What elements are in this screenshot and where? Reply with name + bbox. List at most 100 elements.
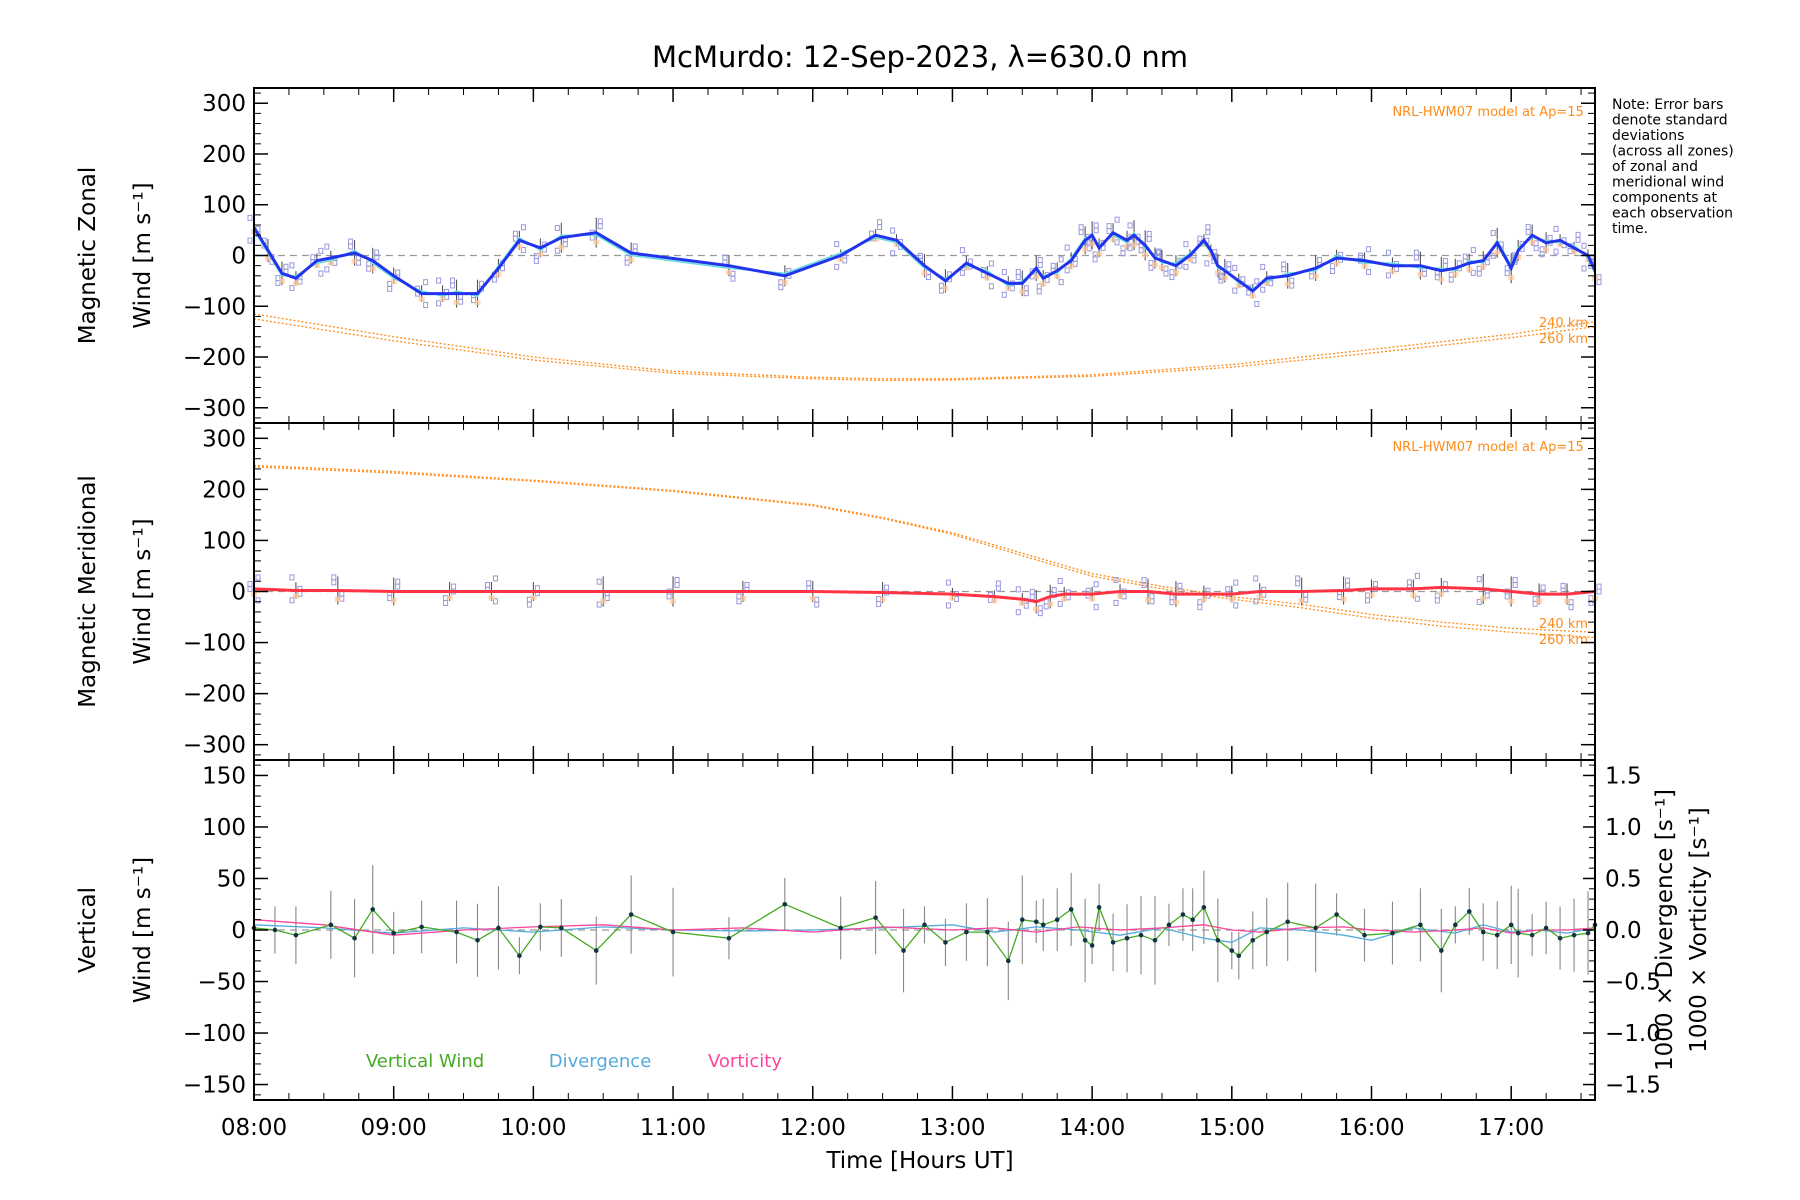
zonal-zone-marker xyxy=(1064,244,1070,251)
x-tick-label: 10:00 xyxy=(500,1115,566,1141)
meridional-zone-marker xyxy=(1512,581,1518,588)
meridional-zone-marker-orange xyxy=(1172,599,1179,605)
meridional-zone-marker-orange xyxy=(879,596,886,602)
zonal-zone-marker xyxy=(1037,257,1043,264)
vorticity-line xyxy=(253,919,1596,936)
zonal-zone-marker xyxy=(1260,286,1266,293)
zonal-zone-marker xyxy=(450,277,456,284)
meridional-zone-marker xyxy=(451,583,457,590)
zonal-zone-marker xyxy=(1413,254,1419,261)
zonal-zone-marker xyxy=(562,241,568,248)
zonal-zone-marker-orange xyxy=(1124,243,1131,249)
zonal-zone-marker-orange xyxy=(390,278,397,284)
vertical-wind-point xyxy=(328,922,334,928)
meridional-zone-marker xyxy=(945,579,951,586)
meridional-zone-marker xyxy=(1406,579,1412,586)
zonal-zone-marker xyxy=(1317,257,1323,264)
zonal-zone-marker xyxy=(1596,279,1602,286)
zonal-zone-marker-orange xyxy=(1033,273,1040,279)
right-y-tick-label: 1.5 xyxy=(1605,763,1642,789)
meridional-zone-marker xyxy=(1295,580,1301,587)
meridional-axis-label-2: Wind [m s⁻¹] xyxy=(130,518,156,664)
zonal-zone-marker-orange xyxy=(1068,263,1075,269)
zonal-zone-marker-orange xyxy=(1361,263,1368,269)
zonal-zone-marker xyxy=(778,284,784,291)
meridional-zone-marker xyxy=(1434,597,1440,604)
vertical-wind-point xyxy=(838,925,843,931)
zonal-zone-marker-orange xyxy=(893,241,900,247)
zonal-zone-marker-orange xyxy=(313,262,320,268)
vertical-y-tick-label: −50 xyxy=(197,970,246,996)
zonal-zone-marker xyxy=(1169,274,1175,281)
zonal-zone-marker xyxy=(387,285,393,292)
zonal-zone-marker xyxy=(988,260,994,267)
zonal-model-alt-260: 260 km xyxy=(1539,332,1588,347)
zonal-model-1 xyxy=(253,318,1596,382)
meridional-zone-marker xyxy=(1057,577,1063,584)
zonal-zone-marker xyxy=(1114,216,1120,223)
zonal-zone-marker xyxy=(318,270,324,277)
zonal-zone-marker xyxy=(1064,267,1070,274)
zonal-zone-marker-orange xyxy=(1508,275,1515,281)
x-tick-label: 13:00 xyxy=(919,1115,985,1141)
zonal-zone-marker xyxy=(1442,257,1448,264)
zonal-zone-marker xyxy=(597,218,603,225)
zonal-zone-marker-orange xyxy=(278,278,285,284)
vertical-wind-point xyxy=(1096,905,1102,910)
meridional-y-tick-label: 0 xyxy=(231,580,246,606)
zonal-zone-marker-orange xyxy=(1557,241,1564,247)
right-y-tick-label: −0.5 xyxy=(1605,970,1661,996)
meridional-zone-marker xyxy=(674,577,680,584)
vertical-wind-point xyxy=(1453,922,1458,928)
note-line: (across all zones) xyxy=(1612,144,1734,160)
meridional-zone-marker xyxy=(1365,597,1370,604)
meridional-zone-marker-orange xyxy=(670,598,677,604)
zonal-zone-marker xyxy=(324,243,330,250)
meridional-zone-marker xyxy=(492,575,498,582)
zonal-zone-marker xyxy=(1001,291,1007,298)
meridional-zone-marker xyxy=(247,585,253,592)
x-tick-label: 08:00 xyxy=(221,1115,287,1141)
meridional-zone-marker xyxy=(1015,586,1021,593)
zonal-zone-marker xyxy=(1204,260,1210,267)
zonal-zone-marker-orange xyxy=(725,269,732,275)
meridional-zone-marker-orange xyxy=(1410,592,1417,598)
vertical-wind-point xyxy=(1466,909,1472,914)
zonal-zone-marker xyxy=(247,237,253,244)
zonal-zone-marker xyxy=(1058,256,1064,263)
meridional-zone-marker xyxy=(674,581,680,588)
meridional-zone-marker xyxy=(247,581,253,588)
meridional-zone-marker xyxy=(1476,599,1482,606)
zonal-model-0 xyxy=(253,313,1596,380)
x-tick-label: 16:00 xyxy=(1338,1115,1404,1141)
meridional-zone-marker xyxy=(1484,592,1490,599)
vertical-wind-point xyxy=(1236,953,1242,959)
zonal-zone-marker xyxy=(1138,247,1144,254)
meridional-zone-marker xyxy=(1029,593,1035,600)
vertical-wind-point xyxy=(1040,922,1046,928)
divergence-line xyxy=(253,924,1596,944)
meridional-model-alt-240: 240 km xyxy=(1539,617,1588,632)
zonal-zone-marker xyxy=(1197,235,1203,242)
vertical-wind-point xyxy=(628,912,634,917)
zonal-zone-marker xyxy=(1442,262,1448,269)
vertical-wind-point xyxy=(1494,932,1500,938)
vertical-wind-point xyxy=(726,935,732,941)
meridional-zone-marker xyxy=(1560,587,1566,594)
meridional-zone-marker xyxy=(331,574,337,581)
vertical-wind-point xyxy=(1019,917,1025,922)
zonal-zone-marker-orange xyxy=(1452,271,1459,277)
vertical-wind-point xyxy=(559,925,564,931)
meridional-zone-marker-orange xyxy=(390,597,397,603)
meridional-zone-marker-orange xyxy=(334,596,341,602)
zonal-y-tick-label: 0 xyxy=(231,244,246,270)
meridional-zone-marker xyxy=(1504,593,1510,600)
meridional-y-tick-label: −300 xyxy=(183,733,246,759)
meridional-zone-marker xyxy=(1113,577,1119,584)
zonal-zone-marker xyxy=(554,247,560,254)
zonal-zone-marker-orange xyxy=(1110,236,1117,242)
note-line: of zonal and xyxy=(1612,159,1698,175)
zonal-zone-marker xyxy=(1246,289,1252,296)
zonal-zone-marker xyxy=(1015,269,1021,276)
